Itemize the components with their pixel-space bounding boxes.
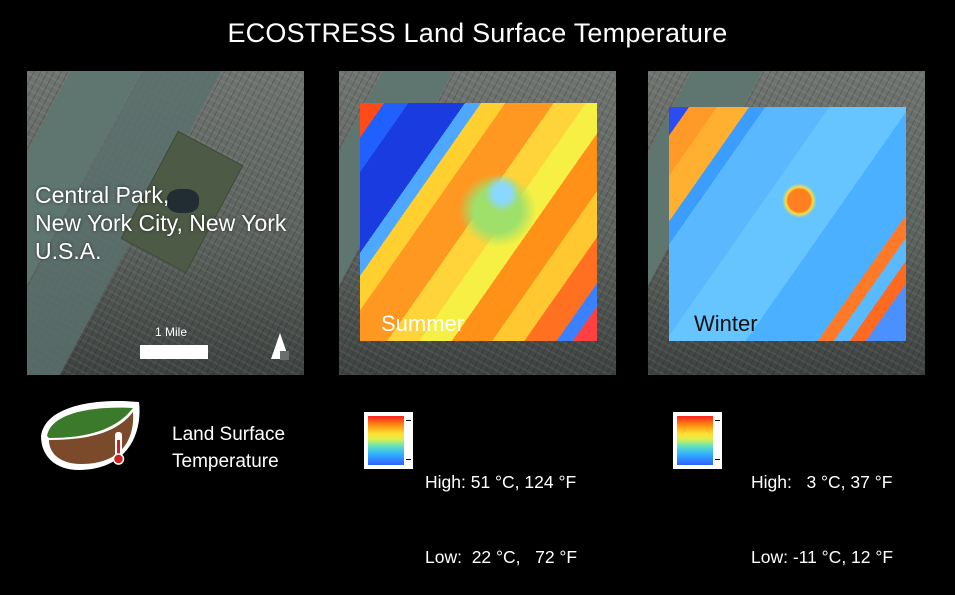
- winter-colorbar: [673, 412, 722, 469]
- leaf-thermometer-icon: [41, 401, 140, 470]
- legend-name-line-2: Temperature: [172, 451, 279, 472]
- summer-map-panel: Summer: [339, 71, 616, 375]
- page-title: ECOSTRESS Land Surface Temperature: [227, 18, 728, 48]
- summer-temperature-overlay: [360, 103, 597, 341]
- colorbar-gradient: [368, 416, 404, 465]
- scale-label: 1 Mile: [155, 325, 188, 339]
- winter-map-panel: Winter: [648, 71, 925, 375]
- location-line-1: Central Park,: [35, 182, 170, 208]
- location-line-3: U.S.A.: [35, 238, 102, 264]
- summer-colorbar: [364, 412, 413, 469]
- summer-label: Summer: [381, 311, 465, 336]
- colorbar-tick: [715, 459, 720, 460]
- colorbar-tick: [406, 420, 411, 421]
- winter-high: High: 3 °C, 37 °F: [751, 472, 893, 492]
- summer-range: High: 51 °C, 124 °F Low: 22 °C, 72 °F: [425, 420, 577, 595]
- legend-name-line-1: Land Surface: [172, 424, 286, 445]
- location-label: Central Park, New York City, New York U.…: [35, 181, 286, 265]
- north-arrow-icon: [271, 333, 289, 360]
- location-line-2: New York City, New York: [35, 210, 287, 236]
- summer-low: Low: 22 °C, 72 °F: [425, 547, 578, 567]
- winter-range: High: 3 °C, 37 °F Low: -11 °C, 12 °F: [751, 420, 893, 595]
- legend-name: Land Surface Temperature: [172, 421, 285, 475]
- winter-temperature-overlay: [669, 107, 906, 341]
- satellite-map-panel: Central Park, New York City, New York U.…: [27, 71, 304, 375]
- summer-high: High: 51 °C, 124 °F: [425, 472, 577, 492]
- winter-low: Low: -11 °C, 12 °F: [751, 547, 894, 567]
- colorbar-tick: [715, 420, 720, 421]
- colorbar-tick: [406, 459, 411, 460]
- reservoir: [167, 189, 199, 213]
- colorbar-gradient: [677, 416, 713, 465]
- winter-label: Winter: [694, 311, 758, 336]
- scale-bar: [140, 345, 208, 359]
